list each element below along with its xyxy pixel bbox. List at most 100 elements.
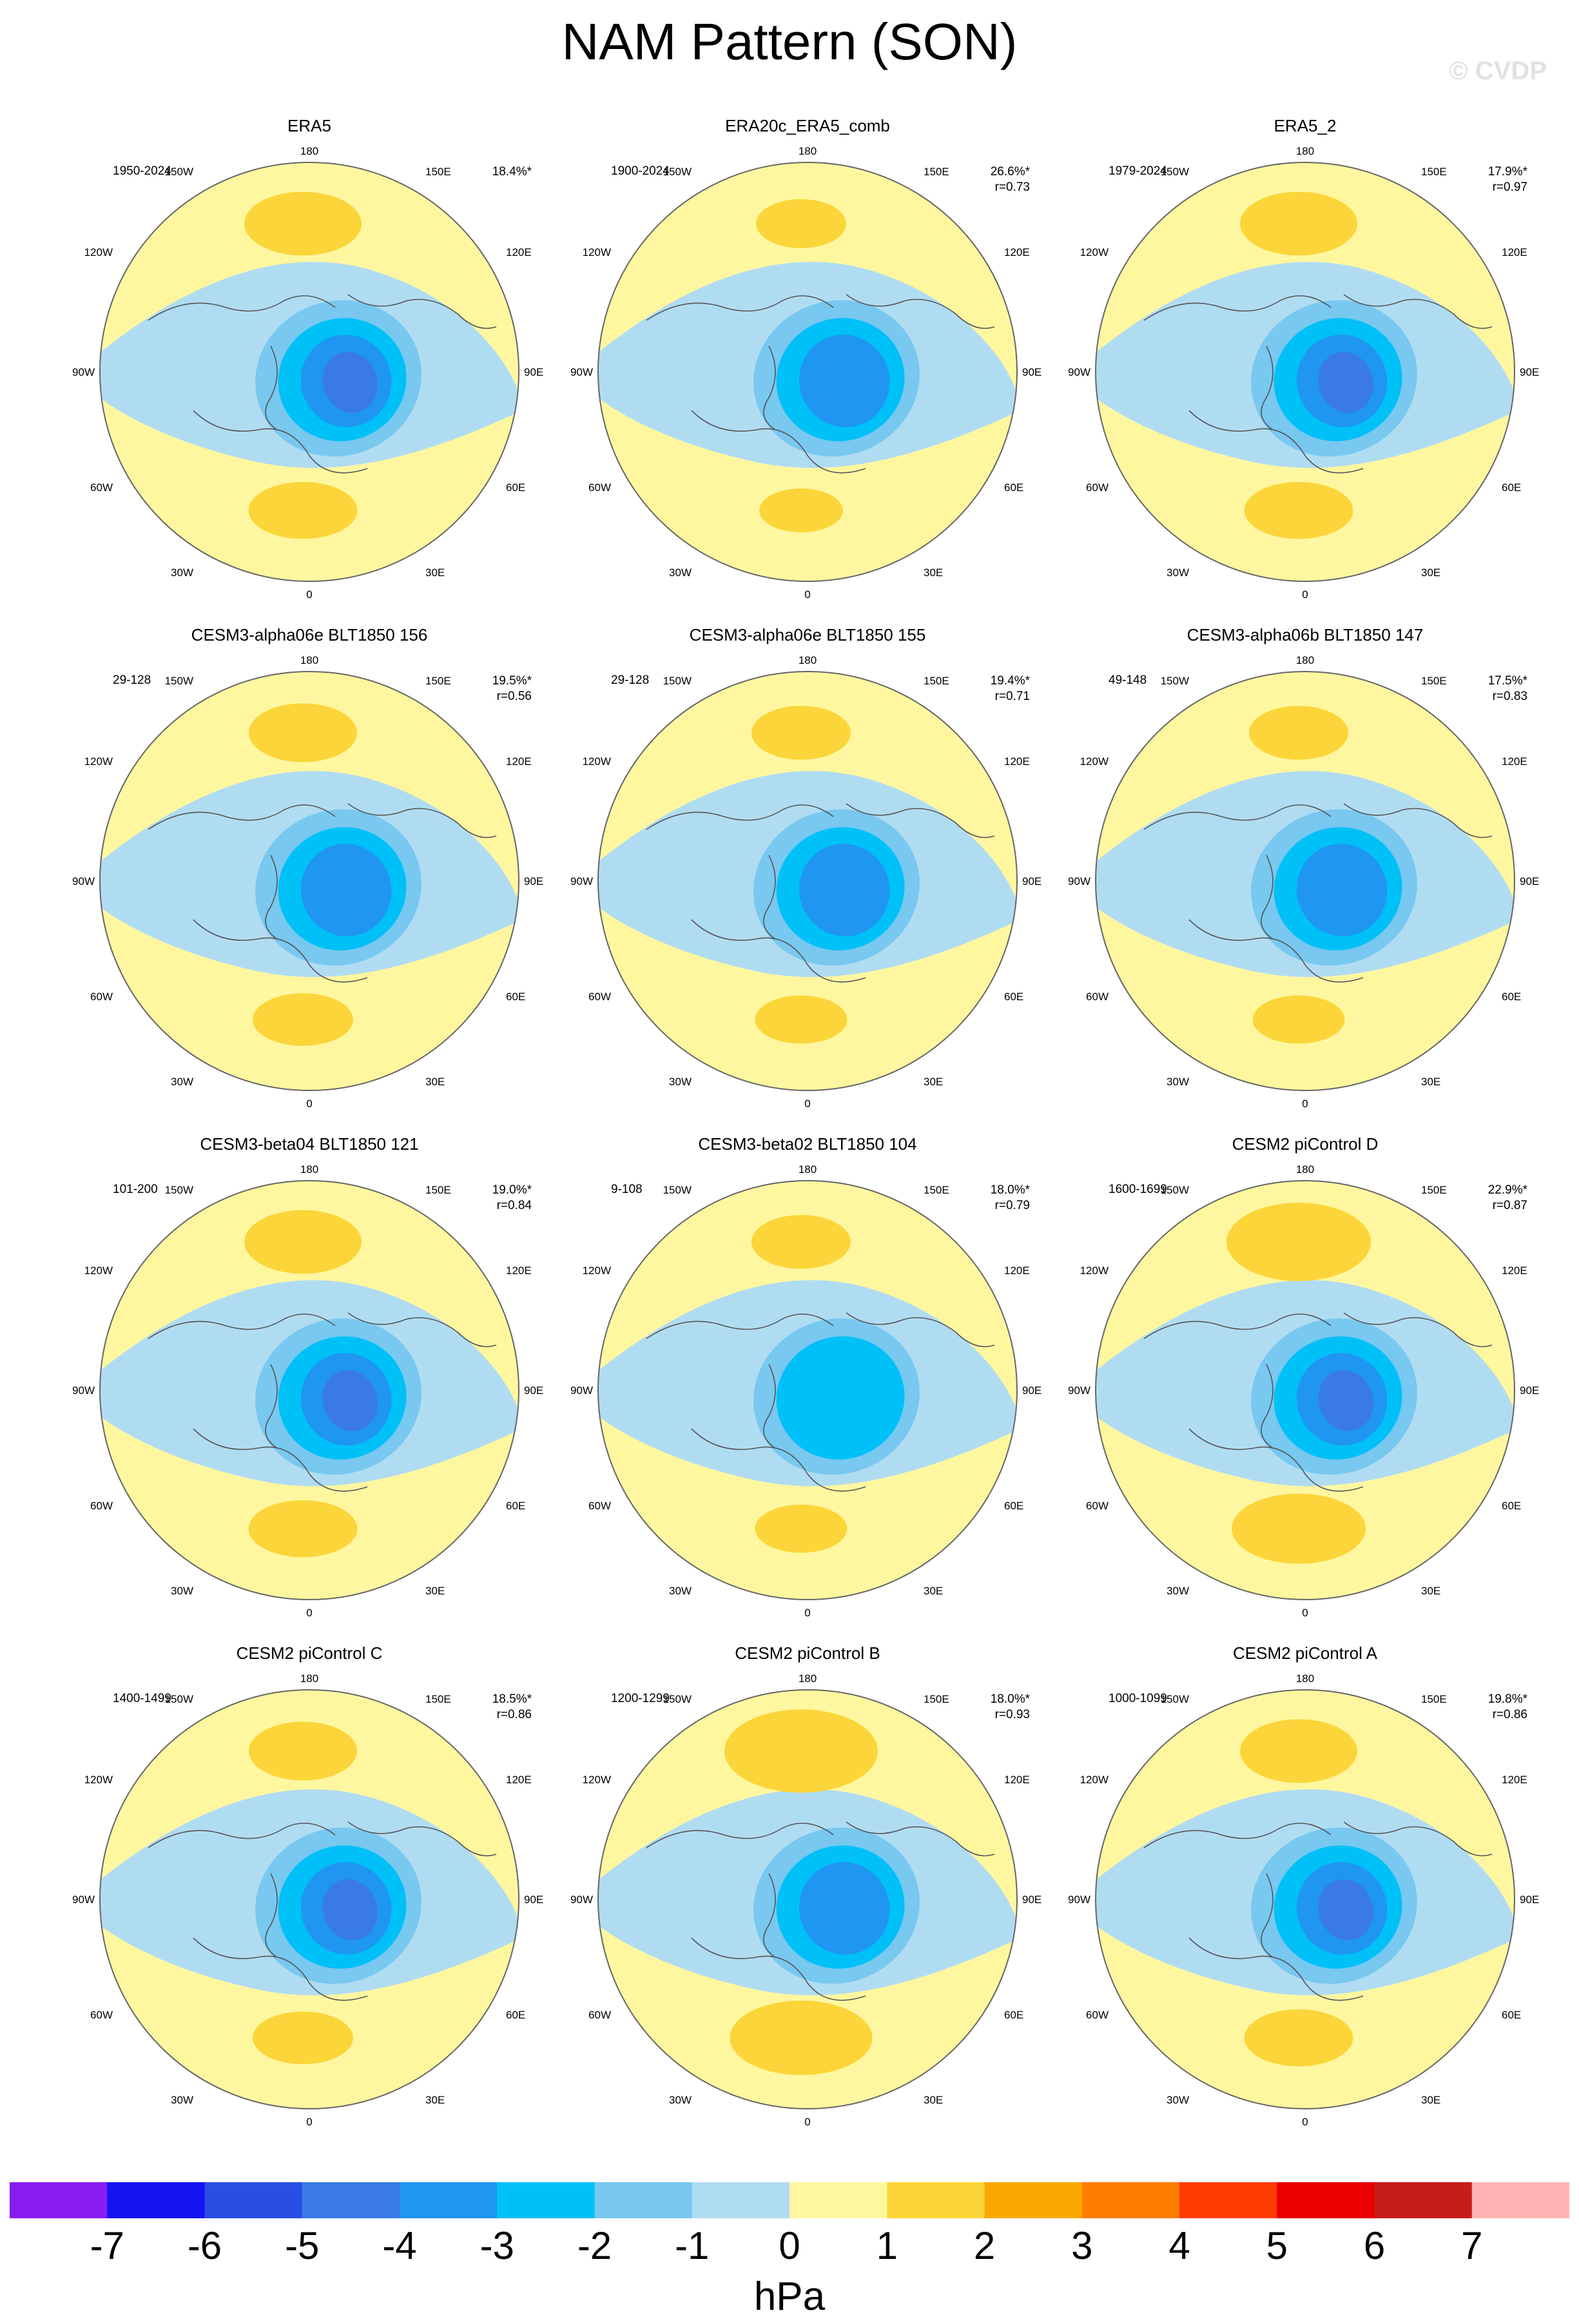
lon-label-upper-left: 150W <box>165 1693 193 1705</box>
lon-label-mid-lower-left: 60W <box>90 481 113 494</box>
panel-title: ERA20c_ERA5_comb <box>725 116 890 135</box>
lon-label-left: 90W <box>570 1384 593 1397</box>
lon-label-mid-upper-left: 120W <box>583 1774 611 1786</box>
variance-explained: 19.0%* <box>492 1183 532 1197</box>
lon-label-mid-lower-right: 60E <box>1502 481 1521 494</box>
panel-years: 1900-2024 <box>611 164 670 178</box>
polar-map: 180 0 150W 150E 120W 120E 90W 90E 60W 60E 30W 30E <box>72 1672 543 2128</box>
variance-explained: 18.0%* <box>990 1692 1030 1706</box>
panel-stats: 26.6%* r=0.73 <box>991 164 1030 195</box>
lon-label-mid-upper-right: 120E <box>506 1264 532 1277</box>
colorbar-tick-label: 6 <box>1363 2224 1386 2267</box>
pattern-correlation: r=0.71 <box>994 690 1030 703</box>
variance-explained: 19.8%* <box>1487 1692 1527 1706</box>
lon-label-upper-left: 150W <box>663 166 692 178</box>
lon-label-mid-upper-right: 120E <box>506 1774 532 1786</box>
panel-title: CESM2 piControl B <box>735 1643 880 1663</box>
lon-label-mid-upper-right: 120E <box>1502 1264 1527 1277</box>
colorbar-units: hPa <box>753 2274 826 2319</box>
lon-label-left: 90W <box>570 366 593 378</box>
lon-label-right: 90E <box>1022 366 1041 378</box>
polar-map: 180 0 150W 150E 120W 120E 90W 90E 60W 60E 30W 30E <box>1068 1672 1539 2128</box>
panel-years: 29-128 <box>113 673 151 687</box>
variance-explained: 18.0%* <box>990 1183 1030 1197</box>
lon-label-left: 90W <box>1068 1384 1090 1397</box>
polar-map: 180 0 150W 150E 120W 120E 90W 90E 60W 60E 30W 30E <box>570 654 1041 1110</box>
lon-label-top: 180 <box>799 1672 817 1685</box>
lon-label-lower-right: 30E <box>425 1585 445 1597</box>
pattern-correlation: r=0.87 <box>1492 1199 1527 1212</box>
atlantic-positive-center <box>253 993 353 1046</box>
polar-map: 180 0 150W 150E 120W 120E 90W 90E 60W 60E 30W 30E <box>72 1163 543 1619</box>
figure-title: NAM Pattern (SON) <box>561 13 1018 70</box>
negative-contour <box>1318 1879 1373 1941</box>
pacific-positive-center <box>1240 1719 1357 1783</box>
map-border <box>597 1180 1018 1600</box>
polar-map: 180 0 150W 150E 120W 120E 90W 90E 60W 60E 30W 30E <box>570 1163 1041 1619</box>
lon-label-right: 90E <box>1520 1384 1539 1397</box>
variance-explained: 26.6%* <box>990 165 1030 179</box>
pacific-positive-center <box>1240 191 1357 256</box>
lon-label-upper-right: 150E <box>1421 1184 1447 1196</box>
lon-label-bottom: 0 <box>1302 2116 1308 2128</box>
lon-label-top: 180 <box>1296 1672 1314 1685</box>
lon-label-mid-upper-left: 120W <box>1080 1774 1109 1786</box>
panel-stats: 19.0%* r=0.84 <box>492 1183 532 1214</box>
lon-label-lower-right: 30E <box>425 2094 445 2106</box>
lon-label-mid-lower-right: 60E <box>1004 1500 1023 1512</box>
pacific-positive-center <box>1226 1203 1371 1281</box>
lon-label-top: 180 <box>300 145 318 157</box>
colorbar-tick-label: -6 <box>187 2224 222 2267</box>
panel-years: 1400-1499 <box>113 1692 171 1705</box>
colorbar-swatch <box>1081 2182 1180 2218</box>
coastlines <box>148 294 497 474</box>
colorbar-swatch <box>1277 2182 1375 2218</box>
lon-label-mid-lower-right: 60E <box>1502 2009 1521 2021</box>
colorbar-swatch <box>10 2182 108 2218</box>
pattern-correlation: r=0.79 <box>994 1199 1030 1212</box>
pacific-positive-center <box>751 1215 851 1269</box>
lon-label-upper-right: 150E <box>1421 166 1447 178</box>
map-panel: 180 0 150W 150E 120W 120E 90W 90E 60W 60E 30W 30E CE… <box>1057 1134 1553 1637</box>
lon-label-lower-left: 30W <box>1167 2094 1189 2106</box>
colorbar-swatch <box>1471 2182 1569 2218</box>
lon-label-top: 180 <box>799 654 817 666</box>
lon-label-top: 180 <box>1296 145 1314 157</box>
lon-label-mid-upper-left: 120W <box>1080 246 1109 258</box>
coastlines <box>646 803 995 983</box>
lon-label-bottom: 0 <box>804 1098 810 1110</box>
panel-years: 49-148 <box>1109 673 1147 687</box>
variance-explained: 19.5%* <box>492 674 532 688</box>
atlantic-positive-center <box>759 489 843 532</box>
lon-label-mid-lower-left: 60W <box>90 2009 113 2021</box>
atlantic-positive-center <box>730 2000 873 2075</box>
lon-label-right: 90E <box>1520 366 1539 378</box>
lon-label-upper-left: 150W <box>663 675 692 687</box>
lon-label-lower-right: 30E <box>1421 566 1440 579</box>
lon-label-mid-upper-left: 120W <box>583 755 611 768</box>
lon-label-lower-right: 30E <box>924 1076 943 1088</box>
lon-label-bottom: 0 <box>306 588 312 601</box>
map-border <box>1095 671 1515 1091</box>
panel-years: 1979-2024 <box>1109 164 1167 178</box>
panel-stats: 17.9%* r=0.97 <box>1488 164 1527 195</box>
lon-label-lower-left: 30W <box>669 566 692 579</box>
panel-years: 9-108 <box>611 1183 643 1196</box>
pattern-correlation: r=0.56 <box>496 690 532 703</box>
colorbar-tick-label: -4 <box>382 2224 417 2267</box>
lon-label-mid-lower-right: 60E <box>1502 1500 1521 1512</box>
lon-label-upper-right: 150E <box>425 1693 451 1705</box>
coastlines <box>1143 803 1493 983</box>
panel-title: ERA5 <box>287 116 331 135</box>
lon-label-mid-upper-right: 120E <box>1502 246 1527 258</box>
lon-label-bottom: 0 <box>1302 588 1308 601</box>
lon-label-lower-right: 30E <box>924 566 943 579</box>
lon-label-mid-lower-left: 60W <box>588 1500 611 1512</box>
lon-label-mid-upper-left: 120W <box>84 1264 113 1277</box>
map-panel: 180 0 150W 150E 120W 120E 90W 90E 60W 60E 30W 30E CE… <box>61 625 557 1128</box>
lon-label-upper-left: 150W <box>663 1184 692 1196</box>
lon-label-mid-lower-left: 60W <box>1086 2009 1109 2021</box>
polar-map: 180 0 150W 150E 120W 120E 90W 90E 60W 60E 30W 30E <box>1068 1163 1539 1619</box>
colorbar-tick-label: -7 <box>90 2224 124 2267</box>
coastlines <box>148 1821 497 2001</box>
